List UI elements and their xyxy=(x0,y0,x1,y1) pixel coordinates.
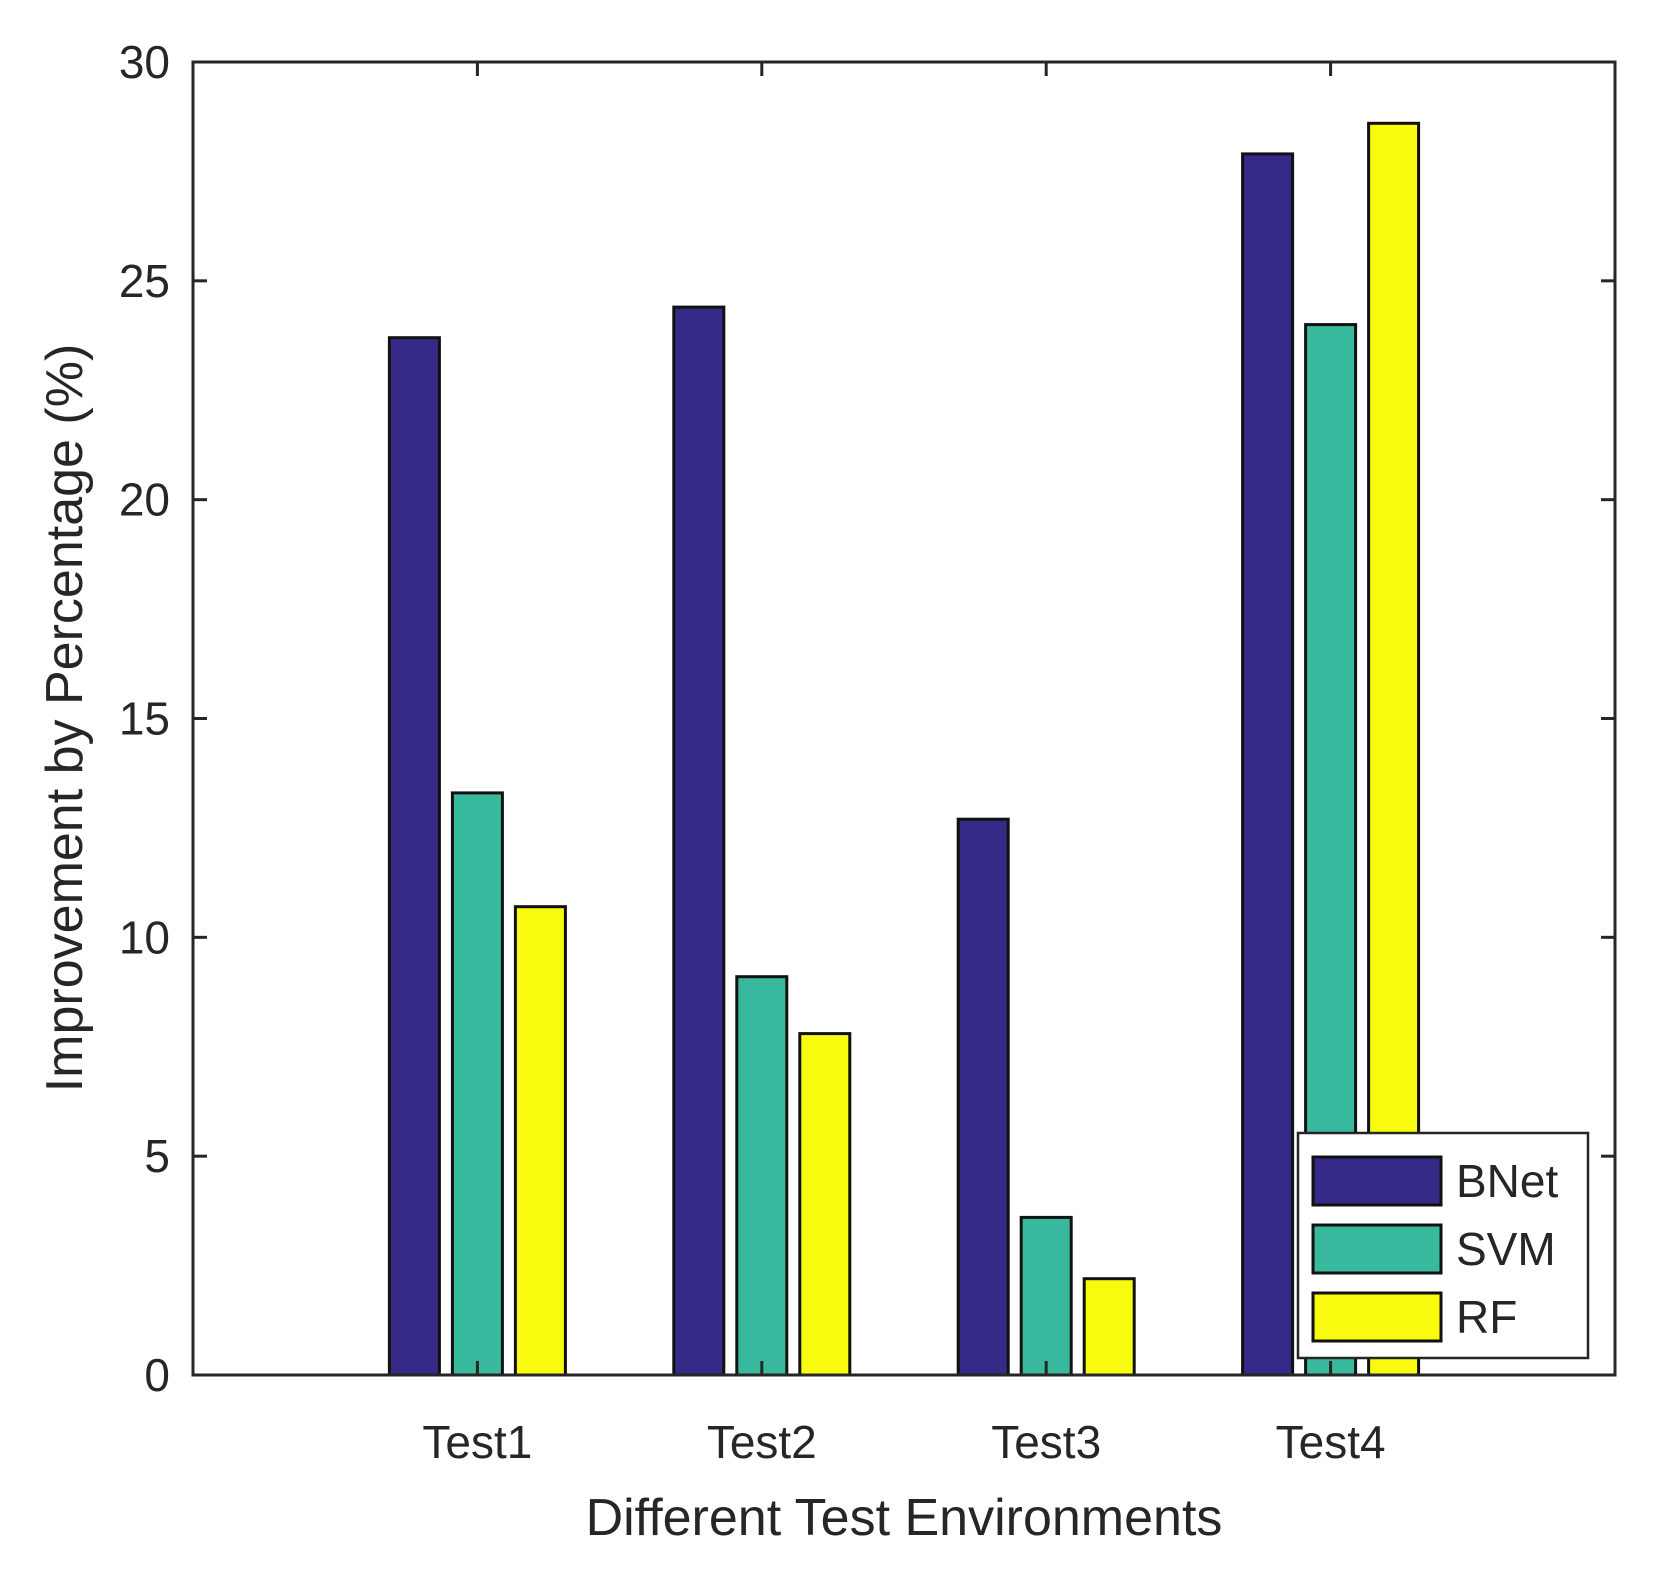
legend-label-rf: RF xyxy=(1456,1291,1517,1343)
bar-bnet-test1 xyxy=(387,336,441,1377)
bar-rf-test1 xyxy=(513,905,567,1377)
x-tick-label: Test2 xyxy=(707,1416,817,1468)
y-axis-label: Improvement by Percentage (%) xyxy=(36,344,94,1093)
y-tick-label: 10 xyxy=(119,911,170,963)
legend: BNet SVM RF xyxy=(1296,1131,1590,1360)
bar-bnet-test3 xyxy=(956,817,1010,1377)
y-tick-label: 5 xyxy=(144,1130,170,1182)
y-tick-label: 20 xyxy=(119,474,170,526)
y-tick-label: 25 xyxy=(119,255,170,307)
x-tick-label: Test1 xyxy=(422,1416,532,1468)
bars-group xyxy=(387,121,1421,1377)
ticks-group xyxy=(193,60,1615,1377)
y-tick-label: 0 xyxy=(144,1349,170,1401)
bar-rf-test3 xyxy=(1082,1277,1136,1377)
x-tick-labels: Test1 Test2 Test3 Test4 xyxy=(422,1416,1385,1468)
bar-rf-test2 xyxy=(798,1032,852,1377)
x-axis-label: Different Test Environments xyxy=(586,1489,1223,1547)
legend-swatch-rf xyxy=(1311,1291,1443,1343)
bar-bnet-test4 xyxy=(1241,152,1295,1377)
bar-svm-test3 xyxy=(1019,1215,1073,1377)
legend-swatch-svm xyxy=(1311,1223,1443,1275)
legend-swatch-bnet xyxy=(1311,1155,1443,1207)
x-tick-label: Test4 xyxy=(1276,1416,1386,1468)
y-tick-labels: 0 5 10 15 20 25 30 xyxy=(119,36,170,1401)
y-tick-label: 15 xyxy=(119,693,170,745)
bar-bnet-test2 xyxy=(672,305,726,1377)
bar-svm-test1 xyxy=(450,791,504,1377)
legend-label-bnet: BNet xyxy=(1456,1155,1558,1207)
bar-svm-test2 xyxy=(735,975,789,1377)
x-tick-label: Test3 xyxy=(991,1416,1101,1468)
y-tick-label: 30 xyxy=(119,36,170,88)
legend-label-svm: SVM xyxy=(1456,1223,1556,1275)
